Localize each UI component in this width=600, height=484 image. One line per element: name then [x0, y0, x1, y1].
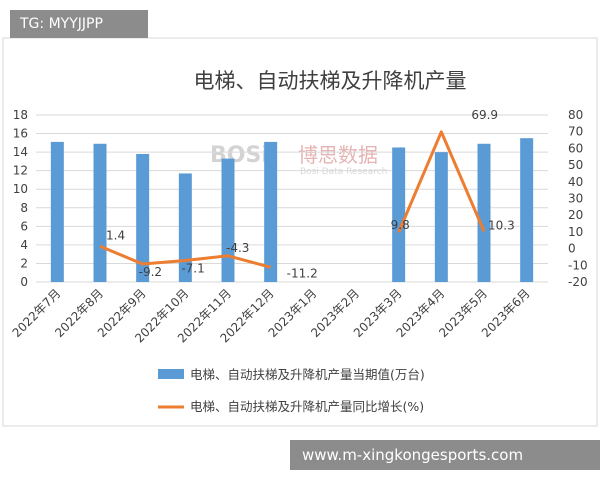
bar: [221, 158, 235, 282]
legend-label-bar: 电梯、自动扶梯及升降机产量当期值(万台): [190, 367, 425, 382]
line-data-label: 1.4: [106, 228, 125, 242]
line-data-label: 69.9: [471, 108, 498, 122]
left-axis-tick-label: 12: [13, 164, 28, 178]
legend-swatch-bar: [158, 369, 184, 379]
right-axis-tick-label: 30: [568, 192, 583, 206]
watermark-logo: BOSi: [210, 143, 269, 168]
right-axis-tick-label: 80: [568, 108, 583, 122]
right-axis-tick-label: 60: [568, 141, 583, 155]
gridlines: [36, 114, 548, 283]
line-data-label: -9.2: [139, 265, 162, 279]
bar: [264, 141, 278, 282]
tg-overlay: TG: MYYJJPP: [10, 10, 148, 38]
right-axis-tick-label: 10: [568, 225, 583, 239]
bar-series: [50, 138, 534, 282]
left-axis-tick-label: 8: [20, 201, 28, 215]
line-segment: [397, 130, 486, 233]
watermark: BOSi 博思数据 Bosi Data Research: [210, 143, 387, 177]
line-series: 1.4 -9.2 -7.1 -4.3 -11.2 9.8 69.9 10.3: [99, 108, 515, 280]
right-axis-tick-label: 70: [568, 125, 583, 139]
bar: [93, 143, 107, 282]
line-data-label: 9.8: [391, 218, 410, 232]
bar: [434, 152, 448, 282]
line-data-label: -11.2: [287, 266, 318, 280]
left-axis-tick-label: 4: [20, 238, 28, 252]
right-axis-tick-label: 20: [568, 208, 583, 222]
left-axis-ticks: 0 2 4 6 8 10 12 14 16 18: [13, 108, 28, 289]
watermark-en: Bosi Data Research: [300, 167, 387, 177]
left-axis-tick-label: 2: [20, 256, 28, 270]
right-axis-tick-label: 0: [568, 242, 576, 256]
right-axis-tick-label: -10: [568, 258, 588, 272]
bar: [136, 153, 150, 282]
chart-title: 电梯、自动扶梯及升降机产量: [194, 69, 467, 93]
url-overlay: www.m-xingkongesports.com: [290, 440, 600, 470]
left-axis-tick-label: 10: [13, 182, 28, 196]
legend: 电梯、自动扶梯及升降机产量当期值(万台) 电梯、自动扶梯及升降机产量同比增长(%…: [158, 367, 425, 414]
legend-label-line: 电梯、自动扶梯及升降机产量同比增长(%): [190, 399, 424, 414]
left-axis-tick-label: 18: [13, 108, 28, 122]
left-axis-tick-label: 14: [13, 145, 28, 159]
left-axis-tick-label: 0: [20, 275, 28, 289]
line-data-label: 10.3: [488, 218, 515, 232]
right-axis-tick-label: 50: [568, 158, 583, 172]
right-axis-tick-label: 40: [568, 175, 583, 189]
bar: [520, 138, 534, 282]
line-data-label: -4.3: [226, 241, 249, 255]
bar: [50, 141, 64, 282]
bar: [178, 173, 192, 282]
right-axis-tick-label: -20: [568, 275, 588, 289]
left-axis-tick-label: 16: [13, 127, 28, 141]
left-axis-tick-label: 6: [20, 219, 28, 233]
bar: [477, 143, 491, 282]
line-segment: [99, 244, 272, 269]
right-axis-ticks: -20 -10 0 10 20 30 40 50 60 70 80: [568, 108, 588, 289]
line-data-label: -7.1: [181, 261, 204, 275]
bar: [392, 147, 406, 282]
watermark-cn: 博思数据: [298, 143, 378, 167]
